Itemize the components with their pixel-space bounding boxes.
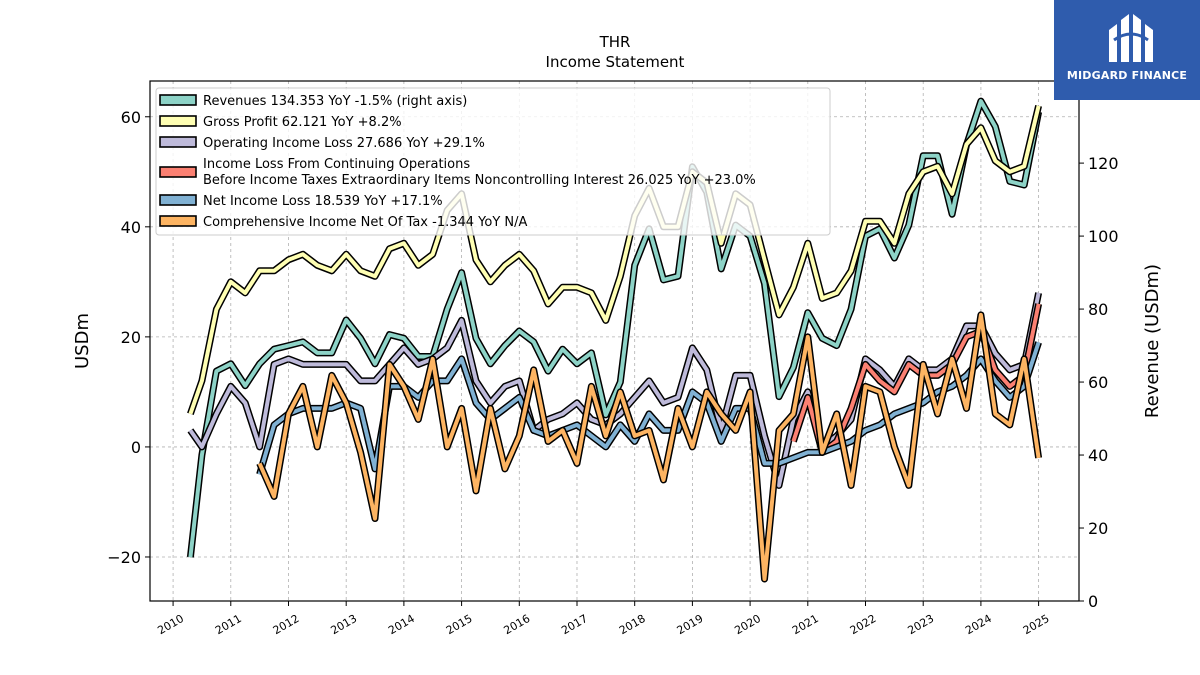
series-line <box>188 105 1041 415</box>
x-tick-label: 2019 <box>675 612 706 637</box>
legend-swatch <box>159 194 197 206</box>
plot-frame <box>149 80 1080 602</box>
series-1 <box>186 97 1043 558</box>
y-tick-label-right: 40 <box>1088 446 1108 465</box>
y-tick-label-right: 80 <box>1088 300 1108 319</box>
series-line <box>791 303 1041 455</box>
x-tick-label: 2020 <box>732 612 763 637</box>
y-tick-label-left: 60 <box>121 108 141 127</box>
chart-subtitle: Income Statement <box>546 53 685 71</box>
midgard-m-logo-icon <box>1109 14 1153 62</box>
y-tick-label-left: 40 <box>121 218 141 237</box>
x-tick-label: 2014 <box>386 612 417 637</box>
legend-swatch <box>159 115 197 127</box>
legend: Revenues 134.353 YoY -1.5% (right axis) G… <box>155 87 831 236</box>
y-tick-label-right: 60 <box>1088 373 1108 392</box>
legend-swatch <box>159 215 197 227</box>
brand-logo: MIDGARD FINANCE <box>1054 0 1200 100</box>
y-tick-label-right: 0 <box>1088 592 1098 611</box>
legend-label: Gross Profit 62.121 YoY +8.2% <box>203 115 402 130</box>
y-tick-label-right: 100 <box>1088 227 1119 246</box>
legend-label: Operating Income Loss 27.686 YoY +29.1% <box>203 136 485 151</box>
x-tick-label: 2022 <box>848 612 879 637</box>
legend-swatch <box>159 166 197 178</box>
y-tick-label-right: 120 <box>1088 154 1119 173</box>
x-tick-label: 2013 <box>328 612 359 637</box>
y-tick-label-left: 0 <box>131 438 141 457</box>
series-group <box>186 97 1043 583</box>
series-line <box>257 312 1041 581</box>
series-2 <box>187 104 1043 416</box>
legend-label: Revenues 134.353 YoY -1.5% (right axis) <box>203 94 467 109</box>
legend-label: Income Loss From Continuing Operations <box>203 157 470 172</box>
x-tick-label: 2025 <box>1021 612 1052 637</box>
y-axis-label-right: Revenue (USDm) <box>1142 264 1163 418</box>
x-tick-label: 2018 <box>617 612 648 637</box>
series-4 <box>790 303 1043 456</box>
x-tick-label: 2024 <box>963 612 994 637</box>
legend-label: Net Income Loss 18.539 YoY +17.1% <box>203 194 443 209</box>
brand-name: MIDGARD FINANCE <box>1066 69 1188 82</box>
x-tick-label: 2023 <box>905 612 936 637</box>
x-tick-label: 2015 <box>444 612 475 637</box>
series-line <box>188 99 1041 558</box>
legend-swatch <box>159 136 197 148</box>
legend-swatch <box>159 94 197 106</box>
y-tick-label-right: 20 <box>1088 519 1108 538</box>
legend-label: Before Income Taxes Extraordinary Items … <box>203 173 756 188</box>
x-tick-label: 2012 <box>271 612 302 637</box>
y-tick-label-left: 20 <box>121 328 141 347</box>
x-tick-label: 2017 <box>559 612 590 637</box>
x-tick-label: 2011 <box>213 612 244 637</box>
legend-frame <box>155 87 831 236</box>
legend-label: Comprehensive Income Net Of Tax -1.344 Y… <box>203 215 528 230</box>
series-6 <box>256 311 1043 583</box>
x-tick-label: 2016 <box>502 612 533 637</box>
x-tick-label: 2021 <box>790 612 821 637</box>
x-tick-label: 2010 <box>155 612 186 637</box>
chart-title: THR <box>599 33 631 51</box>
y-axis-label-left: USDm <box>72 313 93 369</box>
y-tick-label-left: −20 <box>107 548 141 567</box>
